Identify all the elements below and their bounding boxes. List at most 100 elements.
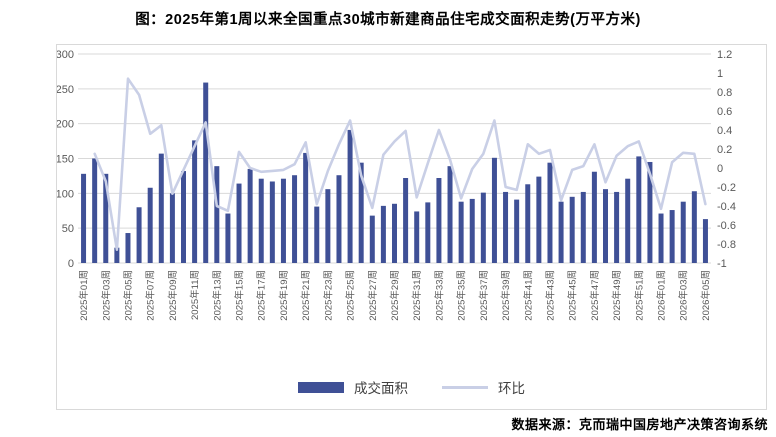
bar (447, 166, 453, 263)
bar (491, 157, 497, 263)
right-axis-tick-label: -0.8 (717, 239, 736, 251)
x-axis-tick-label: 2025年07周 (145, 270, 157, 321)
x-axis-tick-label: 2025年49周 (611, 270, 623, 321)
x-axis-tick-label: 2025年03周 (100, 270, 112, 321)
bar (625, 178, 631, 263)
x-axis-tick-label: 2025年11周 (189, 270, 201, 320)
x-axis-tick-label: 2025年15周 (234, 270, 246, 321)
bar (558, 201, 564, 263)
bar (702, 219, 708, 263)
right-axis-tick-label: 0.2 (717, 144, 732, 156)
bar (636, 156, 642, 263)
x-axis-tick-label: 2025年17周 (256, 270, 268, 321)
right-axis-tick-label: 0.6 (717, 106, 732, 118)
bar (380, 205, 386, 263)
x-axis-tick-label: 2025年31周 (411, 270, 423, 321)
bar (247, 168, 253, 263)
left-axis-tick-label: 300 (57, 49, 74, 61)
bar (614, 191, 620, 263)
x-axis-tick-label: 2025年51周 (633, 270, 645, 321)
right-axis-tick-label: 0.4 (717, 125, 732, 137)
bar (92, 158, 98, 263)
bar (691, 191, 697, 263)
right-axis-tick-label: -1 (717, 258, 727, 270)
bar (536, 176, 542, 263)
bar (336, 175, 342, 263)
left-axis-tick-label: 100 (57, 188, 74, 200)
x-axis-tick-label: 2025年25周 (345, 270, 357, 321)
x-axis-tick-label: 2025年47周 (589, 270, 601, 321)
legend-line-label: 环比 (498, 381, 525, 396)
bar-series (81, 82, 708, 264)
bar (114, 247, 120, 263)
bar (469, 198, 475, 263)
x-axis-tick-label: 2025年09周 (167, 270, 179, 321)
left-axis-tick-label: 200 (57, 119, 74, 131)
right-axis-tick-label: 0 (717, 163, 723, 175)
right-axis-tick-label: 1 (717, 68, 723, 80)
x-axis-tick-label: 2025年27周 (367, 270, 379, 321)
bar (369, 215, 375, 263)
bar (314, 206, 320, 263)
bar (569, 196, 575, 263)
x-axis-tick-label: 2025年41周 (522, 270, 534, 321)
bar (269, 181, 275, 263)
bar (236, 183, 242, 263)
x-axis-tick-label: 2025年01周 (78, 270, 90, 321)
x-axis-tick-label: 2025年13周 (211, 270, 223, 321)
x-axis-tick-label: 2025年39周 (500, 270, 512, 321)
plot-svg: 0 50 100 150 200 250 300 -1 -0.8 -0.6 -0.4 -0.2 0 0.2… (57, 49, 736, 321)
left-axis-ticks: 0 50 100 150 200 250 300 (57, 49, 74, 270)
legend-bar-swatch (298, 381, 344, 393)
bar (292, 175, 298, 263)
bar (225, 213, 231, 263)
bar (81, 173, 87, 263)
legend-line-swatch (442, 385, 488, 389)
bar (547, 162, 553, 263)
bar (436, 178, 442, 263)
x-axis-tick-label: 2026年05周 (700, 270, 712, 321)
x-axis-tick-label: 2025年29周 (389, 270, 401, 321)
x-axis-tick-label: 2025年35周 (456, 270, 468, 321)
bar (669, 210, 675, 263)
legend-bar-label: 成交面积 (354, 381, 408, 396)
left-axis-tick-label: 150 (57, 154, 74, 166)
bar (125, 233, 131, 263)
bar (403, 178, 409, 263)
bar (169, 193, 175, 263)
bar (203, 82, 209, 264)
right-axis-tick-label: 1.2 (717, 49, 732, 61)
data-source-note: 数据来源：克而瑞中国房地产决策咨询系统 (511, 417, 768, 432)
bar (680, 201, 686, 263)
x-axis-tick-label: 2025年23周 (322, 270, 334, 321)
x-axis-tick-label: 2025年33周 (433, 270, 445, 321)
bar (658, 213, 664, 263)
bar (580, 191, 586, 263)
bar (392, 203, 397, 263)
bar (347, 129, 353, 263)
x-axis-tick-label: 2025年37周 (478, 270, 490, 321)
bar (603, 189, 608, 263)
chart-title: 图：2025年第1周以来全国重点30城市新建商品住宅成交面积走势(万平方米) (135, 12, 641, 28)
left-axis-tick-label: 50 (62, 223, 74, 235)
left-axis-tick-label: 0 (68, 258, 74, 270)
x-axis-tick-label: 2025年21周 (300, 270, 312, 321)
bar (181, 171, 186, 263)
right-axis-tick-label: -0.6 (717, 220, 736, 232)
bar (514, 199, 520, 263)
legend: 成交面积 环比 (57, 377, 766, 397)
left-axis-tick-label: 250 (57, 84, 74, 96)
bar (147, 187, 153, 263)
bar (503, 191, 509, 263)
bar (525, 184, 531, 263)
chart-area: 0 50 100 150 200 250 300 -1 -0.8 -0.6 -0.4 -0.2 0 0.2… (56, 44, 767, 410)
bar (458, 201, 464, 263)
bar (258, 178, 264, 263)
right-axis-tick-label: -0.4 (717, 201, 736, 213)
bar (414, 211, 420, 263)
right-axis-tick-label: 0.8 (717, 87, 732, 99)
right-axis-tick-label: -0.2 (717, 182, 736, 194)
x-axis-tick-labels: 2025年01周 2025年03周 2025年05周 2025年07周 2025年09周… (78, 270, 712, 321)
bar (647, 161, 653, 263)
